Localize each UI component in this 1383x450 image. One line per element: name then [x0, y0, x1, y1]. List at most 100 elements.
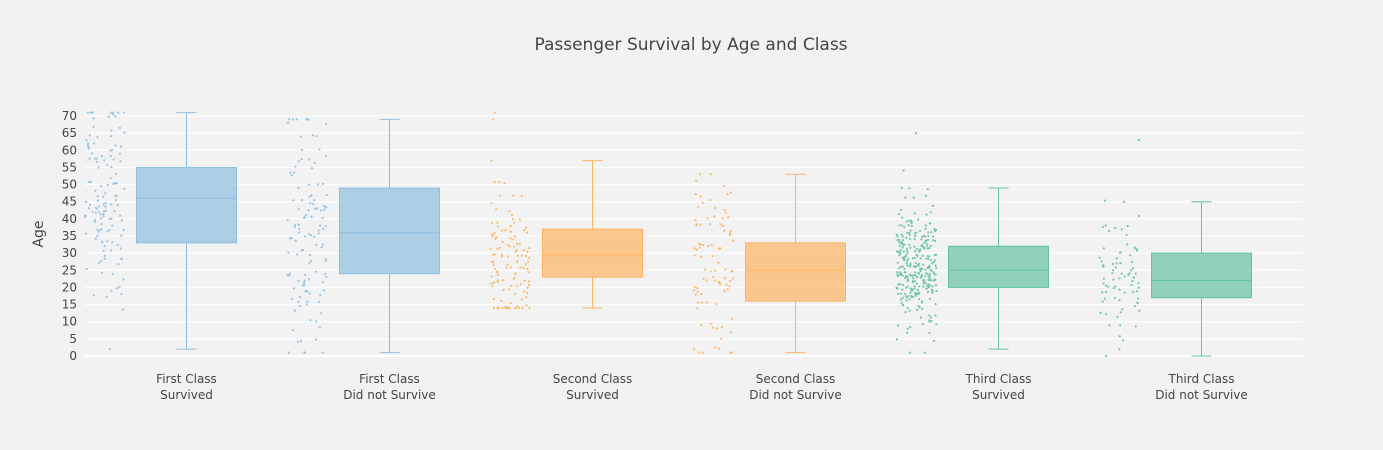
data-point: [932, 272, 936, 275]
data-point: [92, 294, 95, 297]
data-point: [118, 126, 121, 130]
data-point: [110, 203, 113, 206]
data-point: [898, 250, 901, 253]
data-point: [729, 232, 732, 235]
box-trace[interactable]: [692, 173, 846, 354]
data-point: [928, 320, 931, 323]
data-point: [108, 217, 111, 220]
data-point: [299, 135, 302, 138]
data-point: [87, 207, 90, 210]
data-point: [524, 254, 528, 258]
data-point: [910, 224, 913, 228]
y-tick-label: 55: [62, 160, 77, 174]
data-point: [98, 261, 101, 264]
data-point: [309, 319, 312, 322]
data-point: [895, 338, 899, 341]
data-point: [907, 257, 910, 261]
data-point: [895, 286, 898, 289]
data-point: [925, 287, 928, 290]
data-point: [1102, 265, 1105, 268]
data-points: [1098, 138, 1141, 358]
box-trace[interactable]: [489, 111, 643, 310]
data-point: [934, 314, 937, 317]
data-point: [102, 195, 105, 198]
data-point: [729, 279, 732, 282]
box-trace[interactable]: [84, 111, 237, 351]
data-point: [918, 292, 921, 295]
data-point: [898, 224, 901, 227]
data-point: [693, 247, 696, 250]
data-point: [713, 279, 716, 282]
iqr-box: [339, 187, 440, 275]
data-point: [1131, 267, 1134, 270]
data-point: [308, 158, 311, 161]
data-point: [85, 232, 88, 235]
box-trace[interactable]: [1098, 138, 1252, 358]
y-tick-label: 5: [69, 332, 77, 346]
data-point: [720, 326, 724, 329]
data-point: [1112, 287, 1115, 290]
data-point: [496, 248, 499, 251]
data-point: [315, 243, 318, 246]
data-point: [501, 306, 504, 310]
data-point: [905, 220, 908, 223]
data-point: [724, 268, 727, 271]
data-point: [93, 220, 96, 223]
data-point: [493, 111, 496, 114]
data-point: [905, 236, 908, 239]
data-point: [90, 152, 94, 155]
data-point: [899, 252, 902, 255]
box-trace[interactable]: [895, 132, 1049, 354]
data-point: [916, 288, 919, 291]
data-point: [921, 323, 924, 326]
data-point: [907, 219, 911, 222]
grid-lines: [85, 115, 1303, 357]
data-point: [492, 297, 495, 301]
data-point: [912, 273, 915, 277]
iqr-box: [542, 228, 643, 278]
data-point: [295, 118, 298, 121]
data-point: [924, 239, 927, 242]
data-point: [104, 205, 107, 208]
data-point: [1108, 324, 1111, 327]
data-point: [728, 285, 731, 288]
data-point: [509, 237, 512, 240]
data-point: [524, 263, 527, 266]
x-tick-label-line2: Did not Survive: [749, 388, 842, 402]
y-tick-label: 45: [62, 195, 77, 209]
data-point: [303, 351, 307, 354]
data-point: [925, 257, 928, 260]
data-point: [513, 276, 516, 279]
data-point: [324, 259, 327, 263]
data-point: [297, 160, 300, 163]
data-point: [300, 199, 304, 202]
data-point: [492, 281, 495, 284]
data-point: [96, 136, 99, 139]
data-point: [696, 287, 699, 290]
data-point: [114, 115, 117, 118]
data-point: [700, 323, 703, 327]
data-point: [912, 296, 915, 299]
data-point: [1131, 279, 1134, 283]
data-point: [730, 351, 734, 354]
data-point: [1103, 297, 1106, 300]
data-point: [490, 282, 493, 285]
data-point: [715, 303, 718, 306]
data-point: [100, 222, 103, 226]
data-point: [913, 285, 916, 288]
data-point: [709, 322, 712, 325]
data-point: [906, 249, 909, 252]
y-tick-label: 65: [62, 126, 77, 140]
data-point: [522, 249, 526, 252]
data-point: [293, 226, 296, 229]
data-point: [717, 261, 720, 264]
data-point: [730, 331, 733, 334]
data-point: [118, 152, 122, 155]
data-point: [899, 265, 903, 268]
data-point: [103, 159, 106, 162]
data-point: [88, 203, 92, 206]
box-trace[interactable]: [286, 118, 440, 354]
data-point: [717, 347, 720, 350]
data-point: [696, 290, 699, 293]
data-point: [921, 301, 924, 304]
